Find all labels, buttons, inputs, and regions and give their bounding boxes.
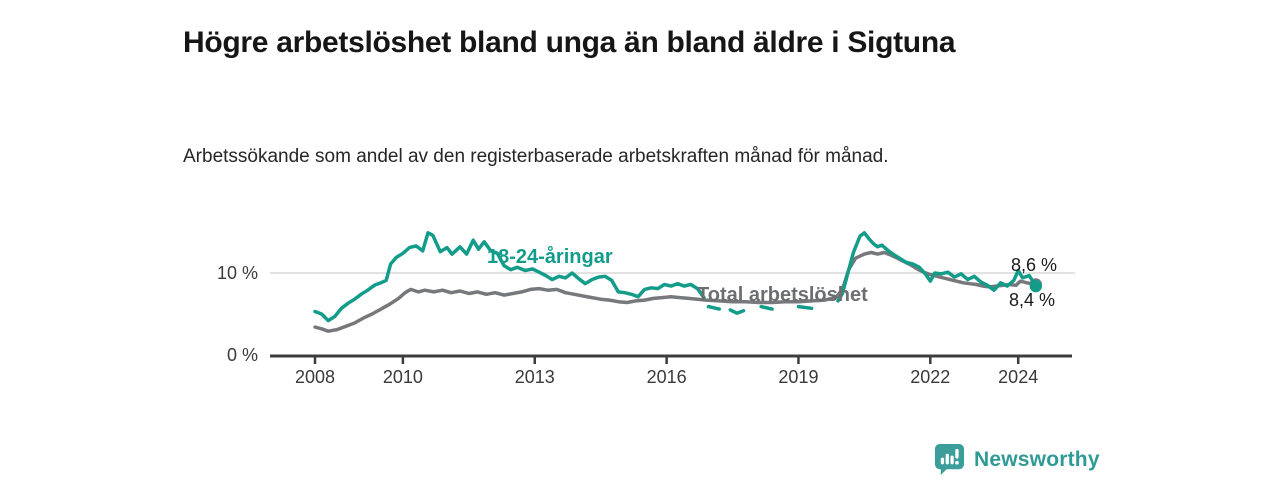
x-tick-label: 2024 <box>998 367 1038 387</box>
y-tick-label: 0 % <box>227 345 258 365</box>
newsworthy-bubble-chart-icon <box>934 444 965 475</box>
series-line-young <box>728 308 746 315</box>
chart-subtitle: Arbetssökande som andel av den registerb… <box>183 146 889 167</box>
series-line-young <box>759 304 774 311</box>
x-tick-label: 2010 <box>383 367 423 387</box>
series-line-total <box>313 250 1038 333</box>
series-label-total-arbetsloshet: Total arbetslöshet <box>697 284 868 306</box>
series-line-young <box>796 304 814 311</box>
newsworthy-logo: Newsworthy <box>934 443 1100 476</box>
x-tick-label: 2016 <box>647 367 687 387</box>
end-value-label-total: 8,6 % <box>1011 255 1058 275</box>
series-line-young <box>836 231 1038 303</box>
end-value-label-young: 8,4 % <box>1009 290 1056 310</box>
series-end-dot-young <box>1029 279 1043 293</box>
x-tick-label: 2019 <box>778 367 818 387</box>
x-tick-label: 2013 <box>515 367 555 387</box>
series-line-young <box>313 231 706 323</box>
page-title: Högre arbetslöshet bland unga än bland ä… <box>183 26 956 60</box>
y-tick-label: 10 % <box>217 263 258 283</box>
newsworthy-wordmark: Newsworthy <box>974 447 1100 471</box>
series-label-18-24-aringar: 18-24-åringar <box>487 246 613 268</box>
x-tick-label: 2022 <box>910 367 950 387</box>
series-line-young <box>706 304 722 311</box>
x-tick-label: 2008 <box>295 367 335 387</box>
